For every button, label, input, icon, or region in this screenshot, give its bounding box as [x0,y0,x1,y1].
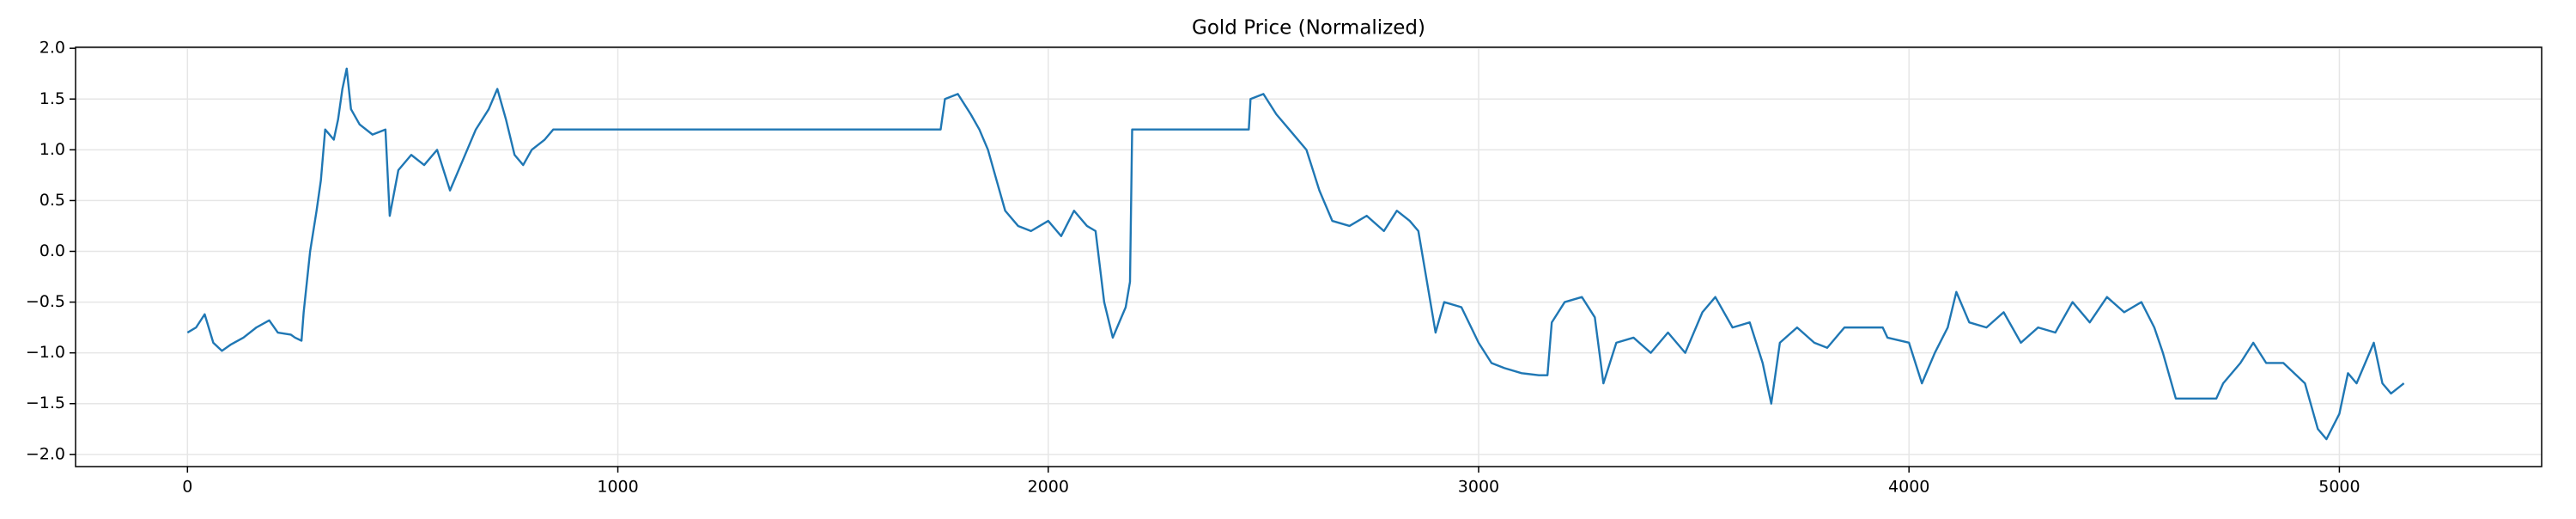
y-tick-label: −1.5 [26,394,65,412]
series-line [186,67,2405,441]
chart-title: Gold Price (Normalized) [1192,17,1425,40]
x-tick-label: 1000 [597,478,638,497]
y-tick-label: 2.0 [39,39,65,58]
x-tick-label: 5000 [2318,478,2360,497]
x-tick-label: 4000 [1888,478,1929,497]
y-tick-label: −2.0 [26,444,65,463]
plot-frame [75,46,2543,467]
y-tick-label: 1.0 [39,140,65,159]
y-tick-label: −0.5 [26,292,65,311]
y-tick-label: 0.0 [39,241,65,260]
y-tick-label: 1.5 [39,89,65,108]
y-tick-label: 0.5 [39,191,65,210]
y-tick-label: −1.0 [26,343,65,362]
x-tick-label: 2000 [1028,478,1069,497]
x-tick-label: 3000 [1458,478,1499,497]
x-tick-label: 0 [182,478,192,497]
